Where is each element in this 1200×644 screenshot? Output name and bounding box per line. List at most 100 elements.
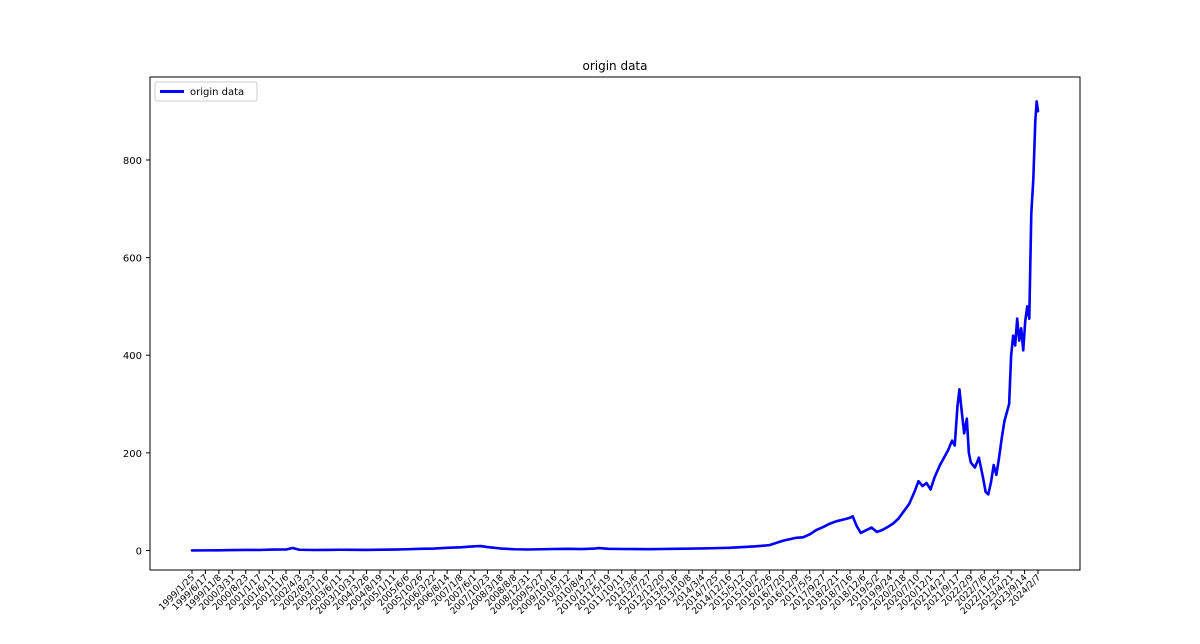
y-tick-label: 0 <box>136 546 142 557</box>
data-point <box>843 518 846 521</box>
data-point <box>863 529 866 533</box>
data-point <box>953 444 956 447</box>
data-point <box>956 405 959 408</box>
data-point <box>217 549 221 552</box>
data-point <box>419 547 422 550</box>
data-point <box>620 547 623 551</box>
data-point <box>727 546 731 549</box>
data-point <box>1003 419 1006 423</box>
data-point <box>801 536 805 539</box>
data-point <box>445 546 449 549</box>
data-point <box>815 528 818 532</box>
data-point <box>351 548 355 552</box>
data-point <box>1035 100 1038 103</box>
data-point <box>284 548 288 551</box>
data-point <box>291 546 294 550</box>
data-point <box>828 522 832 525</box>
data-point <box>190 549 194 552</box>
data-point <box>271 548 274 551</box>
data-point <box>960 407 963 411</box>
data-point <box>633 547 637 551</box>
data-point <box>891 522 895 525</box>
data-point <box>981 476 985 479</box>
data-point <box>835 519 838 523</box>
data-point <box>859 531 862 535</box>
data-point <box>231 548 234 552</box>
data-point <box>989 480 993 484</box>
data-point <box>479 544 482 548</box>
data-point <box>1007 402 1011 406</box>
data-point <box>902 510 905 513</box>
data-point <box>977 456 981 459</box>
data-point <box>870 526 873 529</box>
y-axis: 0 200 400 600 800 <box>123 156 150 557</box>
data-point <box>913 490 916 494</box>
data-point <box>647 547 650 551</box>
data-point <box>938 463 942 467</box>
data-point <box>965 417 969 420</box>
data-point <box>987 493 990 496</box>
data-point <box>821 525 825 529</box>
data-point <box>553 547 556 551</box>
data-point <box>378 548 382 551</box>
data-point <box>950 439 954 442</box>
data-point <box>499 547 503 550</box>
data-point <box>1026 305 1029 308</box>
data-point <box>973 466 977 469</box>
data-point <box>607 547 610 550</box>
legend-label: origin data <box>190 87 244 98</box>
data-point <box>741 545 744 549</box>
y-tick-label: 400 <box>123 351 142 362</box>
y-tick-label: 200 <box>123 449 142 460</box>
data-point <box>338 548 341 551</box>
data-point <box>984 490 987 494</box>
data-point <box>701 547 704 550</box>
data-point <box>808 533 811 536</box>
data-point <box>1020 327 1023 330</box>
y-tick-label: 800 <box>123 156 142 167</box>
data-point <box>1011 334 1015 337</box>
data-point <box>921 484 924 488</box>
data-point <box>539 548 543 551</box>
data-point <box>875 530 879 534</box>
plot-area <box>149 76 1081 571</box>
data-point <box>754 545 758 548</box>
data-point <box>848 516 852 519</box>
data-point <box>311 548 315 552</box>
data-point <box>472 545 476 548</box>
data-point <box>405 548 409 551</box>
data-point <box>997 456 1001 459</box>
data-point <box>580 547 583 551</box>
data-point <box>962 432 966 435</box>
data-point <box>1022 349 1025 352</box>
data-point <box>674 547 677 551</box>
data-point <box>995 473 998 477</box>
data-point <box>897 517 900 520</box>
data-point <box>992 463 995 467</box>
data-point <box>958 388 961 391</box>
data-point <box>917 479 920 483</box>
data-point <box>432 547 435 550</box>
data-point <box>768 543 771 547</box>
data-point <box>257 548 261 552</box>
data-point <box>781 539 785 542</box>
data-point <box>513 548 516 551</box>
data-point <box>1009 354 1013 357</box>
data-point <box>1015 317 1019 320</box>
data-point <box>486 545 489 549</box>
data-point <box>593 547 597 550</box>
data-point <box>881 528 884 532</box>
data-point <box>298 548 301 551</box>
data-point <box>929 488 932 491</box>
data-point <box>597 546 601 550</box>
data-point <box>526 548 529 551</box>
data-point <box>1018 339 1021 342</box>
data-point <box>969 461 973 464</box>
data-point <box>925 481 928 485</box>
data-point <box>566 547 570 550</box>
data-point <box>1028 317 1031 320</box>
legend-box <box>154 81 258 102</box>
data-point <box>325 548 328 552</box>
